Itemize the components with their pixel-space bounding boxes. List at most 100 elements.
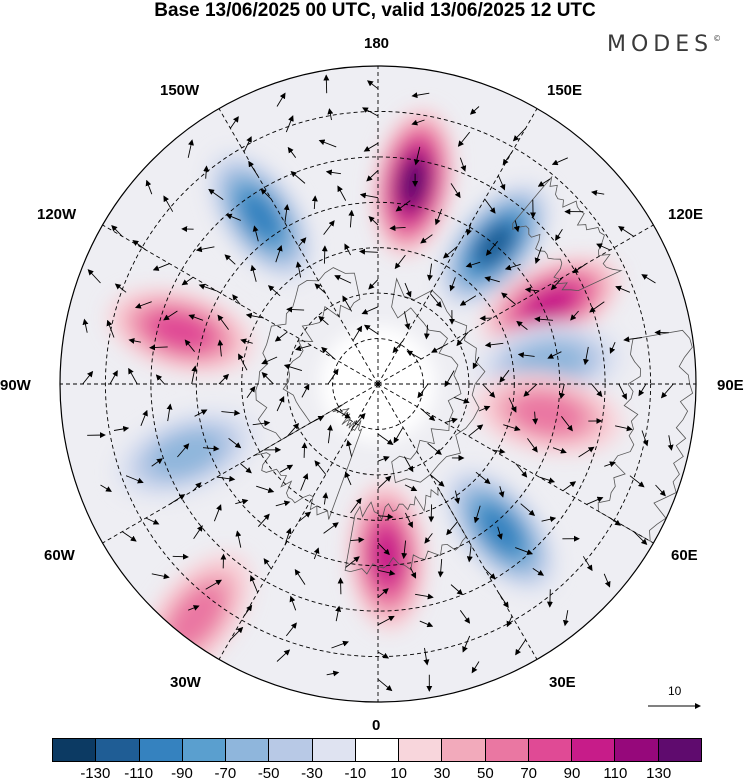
wind-vector [570, 310, 579, 321]
wind-vector [313, 547, 320, 560]
wind-vector [503, 424, 521, 432]
wind-vector [428, 504, 435, 523]
wind-vector [172, 553, 189, 560]
wind-vector [660, 383, 674, 399]
wind-vector [517, 352, 535, 359]
wind-vector [267, 285, 281, 297]
wind-vector [213, 504, 222, 522]
wind-vector [459, 610, 471, 624]
wind-vector [248, 160, 258, 176]
wind-vector [596, 243, 611, 251]
lon-label-150e: 150E [547, 82, 583, 99]
wind-vector [377, 588, 389, 598]
wind-vector [298, 237, 307, 247]
colorbar-swatch [312, 739, 356, 761]
wind-vector [279, 464, 294, 473]
wind-vector [191, 365, 198, 385]
wind-vector [555, 228, 563, 241]
wind-vector [641, 430, 649, 447]
wind-vector [512, 127, 526, 142]
wind-vector [591, 383, 603, 398]
wind-vector [327, 424, 333, 444]
wind-vector [377, 651, 390, 659]
wind-vector [534, 246, 543, 264]
brand-logo: MODES© [607, 32, 721, 57]
wind-vector [100, 484, 112, 492]
lon-label-150w: 150W [160, 82, 200, 99]
wind-vector [485, 241, 499, 256]
wind-vector [583, 346, 589, 366]
wind-vector [459, 157, 467, 172]
wind-vector [243, 136, 252, 153]
wind-vector [149, 344, 168, 351]
lon-label-120e: 120E [668, 206, 704, 223]
wind-vector [417, 383, 429, 399]
wind-vector [578, 446, 595, 458]
wind-vector [420, 234, 433, 244]
wind-vector [187, 139, 194, 158]
anomaly-center [346, 480, 428, 633]
wind-vector [393, 427, 404, 444]
wind-vector [427, 263, 433, 281]
wind-vector [151, 458, 163, 467]
wind-vector [459, 295, 477, 306]
lon-label-30w: 30W [170, 674, 201, 691]
wind-vector [359, 192, 379, 199]
wind-vector [492, 448, 506, 455]
wind-vector [362, 107, 379, 117]
wind-vector [401, 540, 408, 560]
wind-vector [230, 626, 244, 641]
wind-vector [260, 188, 272, 200]
wind-vector [532, 568, 545, 576]
wind-vector [225, 213, 241, 221]
wind-vector [310, 415, 325, 424]
wind-vector [232, 294, 241, 305]
wind-vector [205, 579, 222, 590]
wind-vector [287, 146, 297, 158]
wind-vector [111, 224, 123, 237]
wind-vector [394, 254, 406, 270]
wind-vector [377, 513, 394, 520]
wind-vector [289, 595, 297, 611]
wind-vector [469, 106, 480, 115]
wind-vector [325, 169, 341, 176]
wind-vector [547, 351, 562, 359]
wind-vector [508, 397, 517, 413]
colorbar-swatch [226, 739, 270, 761]
wind-vector [235, 530, 242, 548]
wind-vector [337, 185, 347, 201]
wind-vector [169, 494, 186, 505]
wind-vector [217, 339, 224, 357]
wind-vector [415, 593, 434, 600]
wind-vector [276, 395, 285, 412]
wind-vector [228, 438, 242, 449]
colorbar-swatch [96, 739, 140, 761]
wind-vector [243, 604, 253, 617]
wind-vector [194, 409, 208, 417]
lon-label-30e: 30E [549, 674, 576, 691]
wind-vector [475, 471, 491, 485]
lon-label-60w: 60W [44, 547, 75, 564]
colorbar-swatch [485, 739, 529, 761]
wind-vector [283, 363, 303, 372]
wind-vector [368, 279, 379, 290]
wind-vector [295, 261, 302, 278]
wind-vector [151, 573, 170, 580]
wind-vector [638, 383, 647, 397]
colorbar [52, 738, 702, 762]
wind-vector [203, 165, 210, 179]
wind-vector [221, 409, 241, 416]
wind-vector [502, 151, 513, 166]
lon-label-90e: 90E [717, 377, 744, 394]
wind-vector [122, 531, 137, 542]
wind-vector [274, 331, 288, 342]
wind-vector [504, 263, 521, 271]
wind-vector [252, 420, 271, 427]
wind-vector [411, 119, 425, 126]
wind-vector [537, 178, 551, 187]
wind-vector [114, 283, 127, 293]
wind-vector [618, 383, 627, 400]
wind-vector [423, 647, 430, 666]
coastline [391, 277, 486, 484]
wind-vector [335, 605, 342, 622]
